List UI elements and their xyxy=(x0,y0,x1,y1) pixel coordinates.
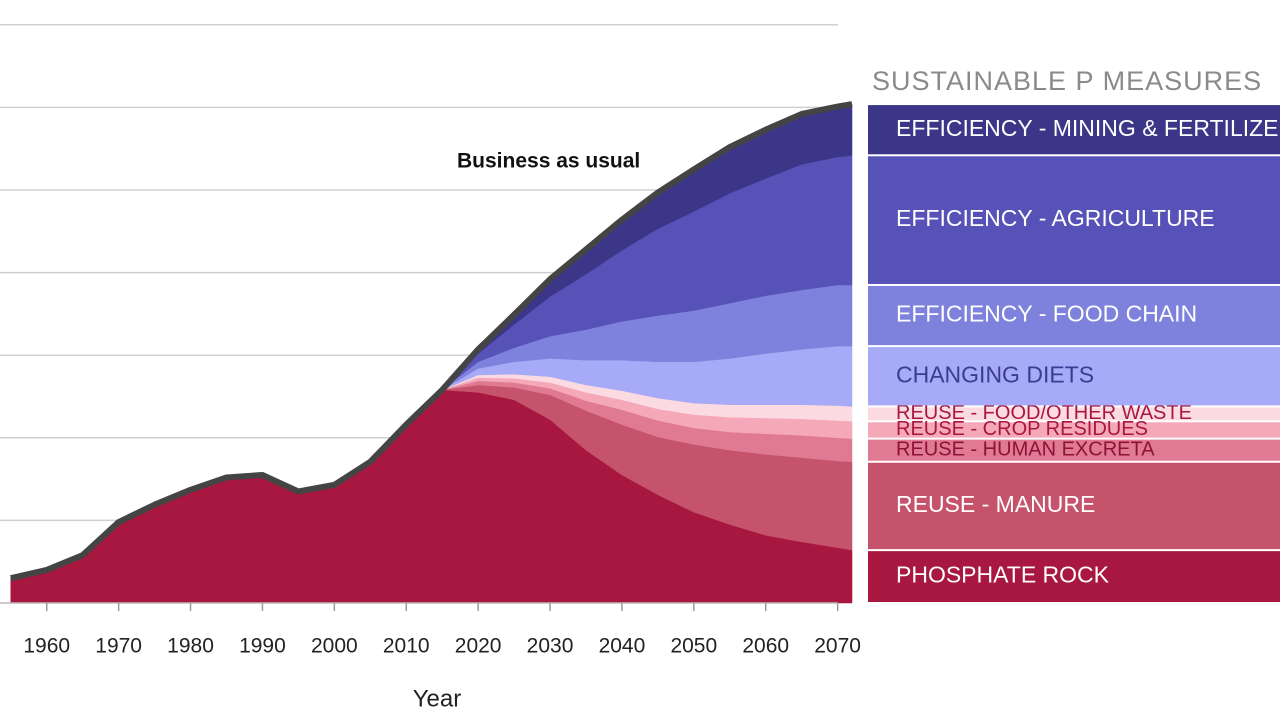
x-axis-label: Year xyxy=(413,685,462,712)
legend-label: EFFICIENCY - MINING & FERTILIZER xyxy=(896,115,1280,141)
total-line xyxy=(10,101,853,582)
legend-label: CHANGING DIETS xyxy=(896,361,1094,387)
legend-swatch xyxy=(868,439,1280,461)
annotation: Business as usual xyxy=(457,150,640,173)
areas xyxy=(10,101,853,604)
legend-swatch xyxy=(868,407,1280,421)
legend-label: REUSE - MANURE xyxy=(896,491,1095,517)
legend-label: REUSE - CROP RESIDUES xyxy=(896,418,1148,440)
x-tick-label: 2050 xyxy=(670,635,717,658)
legend-swatch xyxy=(868,347,1280,406)
x-tick-label: 1970 xyxy=(95,635,142,658)
legend-label: EFFICIENCY - AGRICULTURE xyxy=(896,205,1215,231)
legend-swatch xyxy=(868,285,1280,346)
legend-label: REUSE - HUMAN EXCRETA xyxy=(896,438,1155,460)
x-tick-label: 1960 xyxy=(23,635,70,658)
legend-swatch xyxy=(868,422,1280,438)
axes: 1960 1970 1980 1990 2000 2010 2020 2030 2040 2050… xyxy=(0,602,861,658)
x-tick-label: 2010 xyxy=(383,635,430,658)
x-tick-label: 2040 xyxy=(599,635,646,658)
x-tick-label: 1990 xyxy=(239,635,286,658)
legend: PHOSPHATE ROCK REUSE - MANURE REUSE - HUMA… xyxy=(868,105,1280,602)
x-tick-label: 2060 xyxy=(742,635,789,658)
legend-swatch xyxy=(868,156,1280,284)
x-tick-label: 2000 xyxy=(311,635,358,658)
x-tick-label: 2030 xyxy=(527,635,574,658)
x-tick-label: 2070 xyxy=(814,635,861,658)
legend-label: PHOSPHATE ROCK xyxy=(896,562,1110,588)
legend-title: SUSTAINABLE P MEASURES xyxy=(872,66,1262,96)
x-tick-label: 1980 xyxy=(167,635,214,658)
legend-swatch xyxy=(868,105,1280,155)
legend-label: REUSE - FOOD/OTHER WASTE xyxy=(896,402,1192,424)
grid xyxy=(0,24,838,522)
legend-swatch xyxy=(868,551,1280,602)
legend-label: EFFICIENCY - FOOD CHAIN xyxy=(896,301,1197,327)
legend-swatch xyxy=(868,462,1280,550)
x-tick-label: 2020 xyxy=(455,635,502,658)
